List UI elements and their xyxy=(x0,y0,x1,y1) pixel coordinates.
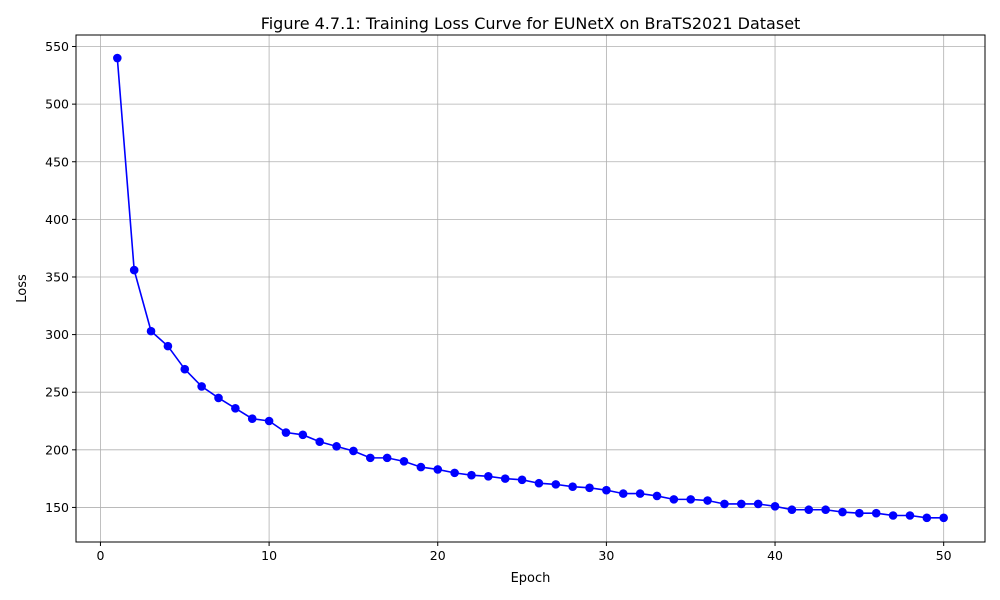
data-point xyxy=(180,364,190,374)
data-point xyxy=(315,437,324,447)
chart-title: Figure 4.7.1: Training Loss Curve for EU… xyxy=(261,14,801,33)
x-tick-label: 30 xyxy=(598,548,614,563)
data-point xyxy=(652,491,662,501)
x-tick-label: 50 xyxy=(936,548,952,563)
data-point xyxy=(804,505,814,515)
grid xyxy=(76,35,985,542)
data-point xyxy=(855,508,864,518)
y-tick-label: 300 xyxy=(45,327,69,342)
data-point xyxy=(787,505,797,515)
data-point xyxy=(753,499,763,509)
data-point xyxy=(399,457,409,466)
data-point xyxy=(484,472,493,481)
data-point xyxy=(349,446,358,456)
y-tick-label: 500 xyxy=(45,97,69,112)
data-point xyxy=(113,53,122,63)
data-point xyxy=(871,508,881,518)
data-point xyxy=(618,489,628,498)
x-tick-label: 20 xyxy=(430,548,446,563)
data-point xyxy=(720,499,729,509)
data-point xyxy=(821,505,830,515)
data-point xyxy=(703,496,712,505)
data-point xyxy=(214,393,223,403)
data-point xyxy=(231,404,240,413)
data-point xyxy=(888,511,898,520)
x-tick-label: 40 xyxy=(767,548,783,563)
data-point xyxy=(770,501,780,511)
data-point xyxy=(602,485,611,495)
x-axis-label: Epoch xyxy=(511,571,551,586)
data-point xyxy=(517,475,527,485)
data-point xyxy=(433,465,443,474)
data-point xyxy=(129,265,139,275)
data-point xyxy=(500,474,510,483)
data-point xyxy=(146,326,156,336)
data-point xyxy=(332,442,341,451)
data-point xyxy=(365,453,375,463)
y-tick-label: 550 xyxy=(45,39,69,54)
data-point xyxy=(247,414,257,424)
x-tick-label: 10 xyxy=(261,548,277,563)
plot-frame xyxy=(75,34,986,543)
data-point xyxy=(298,430,308,440)
data-point xyxy=(568,482,577,491)
data-point xyxy=(737,499,746,509)
x-axis-ticks: 0 10 20 30 40 50 xyxy=(96,542,952,563)
data-point xyxy=(281,428,291,437)
data-point xyxy=(450,468,459,478)
data-point xyxy=(197,382,206,391)
data-point xyxy=(585,483,594,493)
y-tick-label: 400 xyxy=(45,212,69,227)
y-axis-ticks: 150 200 250 300 350 400 450 500 550 xyxy=(45,39,76,515)
data-point xyxy=(686,495,696,504)
data-point xyxy=(905,511,915,520)
data-point xyxy=(551,480,561,489)
y-tick-label: 250 xyxy=(45,385,69,400)
data-point xyxy=(382,453,392,463)
y-tick-label: 150 xyxy=(45,500,69,515)
data-point xyxy=(635,489,645,498)
y-tick-label: 450 xyxy=(45,154,69,169)
data-point xyxy=(939,513,948,523)
data-point xyxy=(534,478,544,488)
data-markers xyxy=(113,53,948,523)
data-point xyxy=(838,507,847,517)
data-point xyxy=(416,462,426,472)
y-axis-label: Loss xyxy=(15,274,30,303)
data-point xyxy=(264,416,274,426)
y-tick-label: 350 xyxy=(45,269,69,284)
data-point xyxy=(922,513,932,523)
data-point xyxy=(669,495,679,504)
data-point xyxy=(467,470,476,480)
data-point xyxy=(163,341,173,351)
x-tick-label: 0 xyxy=(96,548,104,563)
y-tick-label: 200 xyxy=(45,442,69,457)
